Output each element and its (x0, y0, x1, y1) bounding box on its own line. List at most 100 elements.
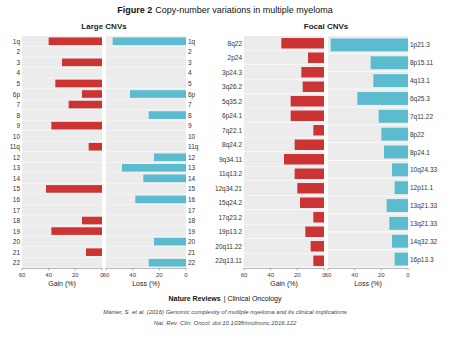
track (328, 232, 408, 249)
bar (186, 122, 187, 130)
bar (102, 238, 103, 246)
category-label: 1q (188, 38, 196, 46)
track (106, 68, 186, 78)
track (22, 47, 102, 57)
category-label: 21 (188, 249, 196, 256)
category-label: 16 (188, 196, 196, 203)
bar (186, 185, 187, 193)
track (328, 90, 408, 107)
bar (305, 227, 324, 237)
category-label: 20 (13, 238, 21, 245)
category-label: 8 (16, 112, 20, 119)
category-label: 15 (188, 185, 196, 192)
bar (102, 132, 103, 140)
bar (186, 80, 187, 88)
category-label: 12 (188, 154, 196, 161)
category-label: 12q34.21 (215, 185, 242, 193)
footer: Nature Reviews| Clinical Oncology (169, 295, 282, 303)
category-label: 22 (13, 259, 21, 266)
category-label: 5q35.2 (222, 98, 242, 106)
track (244, 94, 324, 108)
track (22, 257, 102, 267)
plot-area (106, 36, 186, 268)
track (22, 226, 102, 236)
x-tick-label: 40 (351, 272, 358, 278)
track (244, 152, 324, 166)
x-tick-label: 60 (103, 272, 110, 278)
x-axis-label: Gain (%) (48, 280, 76, 288)
category-label: 3q26.2 (222, 83, 242, 91)
plot-area (244, 36, 324, 267)
bar (130, 90, 186, 98)
bar (69, 101, 102, 109)
panel: 1p21.38p15.114q13.16q25.37q11.228p228p24… (325, 36, 438, 288)
category-label: 3 (188, 59, 192, 66)
track (328, 179, 408, 196)
category-label: 11q (10, 143, 21, 151)
track (106, 120, 186, 130)
x-axis-label: Loss (%) (132, 280, 160, 288)
track (244, 254, 324, 268)
track (22, 247, 102, 257)
track (328, 250, 408, 267)
panel-title: Focal CNVs (304, 22, 349, 31)
track (328, 214, 408, 231)
track (22, 163, 102, 173)
x-tick (102, 268, 103, 271)
bar (62, 59, 102, 67)
bar (186, 206, 187, 214)
track (328, 125, 408, 142)
category-label: 1q (13, 38, 21, 46)
x-tick-label: 60 (19, 272, 26, 278)
category-label: 13 (13, 164, 21, 171)
panel-title: Large CNVs (81, 22, 127, 31)
category-label: 7q22.1 (222, 127, 242, 135)
x-tick (381, 268, 382, 271)
x-axis-line (106, 268, 186, 269)
category-label: 2 (188, 48, 192, 55)
category-label: 7q11.22 (410, 113, 433, 121)
category-label: 6p24.1 (222, 112, 242, 120)
citation: Nat. Rev. Clin. Oncol. doi:10.1038/nrcli… (154, 320, 297, 326)
track (244, 239, 324, 253)
bar (281, 38, 324, 48)
category-label: 7 (16, 101, 20, 108)
bar (102, 111, 103, 119)
track (22, 131, 102, 141)
category-label: 8 (188, 112, 192, 119)
track (244, 167, 324, 181)
category-label: 8q24.2 (222, 141, 242, 149)
category-label: 2 (16, 48, 20, 55)
category-label: 4 (188, 69, 192, 76)
x-axis-line (244, 268, 324, 269)
category-label: 21 (13, 249, 21, 256)
track (328, 36, 408, 53)
category-label: 7 (188, 101, 192, 108)
track (328, 72, 408, 89)
category-label: 3p24.3 (222, 69, 242, 77)
bar (154, 153, 186, 161)
bar (46, 185, 102, 193)
bar (186, 132, 187, 140)
bar (291, 96, 324, 106)
track (106, 89, 186, 99)
bar (303, 82, 324, 92)
bar (389, 217, 408, 230)
bar (113, 37, 186, 45)
x-tick (22, 268, 23, 271)
category-label: 14q32.32 (410, 238, 437, 246)
track (244, 181, 324, 195)
category-label: 3 (16, 59, 20, 66)
bar (149, 111, 186, 119)
track (244, 138, 324, 152)
bar (135, 196, 186, 204)
bar (395, 181, 408, 194)
bar (308, 53, 324, 63)
track (106, 141, 186, 151)
track (106, 99, 186, 109)
category-label: 10 (188, 133, 196, 140)
x-tick (408, 268, 409, 271)
x-tick-label: 60 (241, 272, 248, 278)
category-label: 4q13.1 (410, 77, 430, 85)
x-tick (159, 268, 160, 271)
